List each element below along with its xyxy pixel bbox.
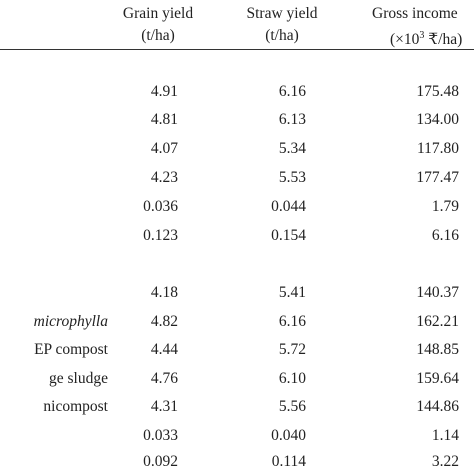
gross-cell: 148.85 xyxy=(416,341,459,358)
gross-cell: 117.80 xyxy=(416,140,459,157)
straw-cell: 5.53 xyxy=(278,169,306,186)
straw-cell: 0.044 xyxy=(271,198,306,215)
gross-cell: 177.47 xyxy=(416,169,459,186)
straw-cell: 5.72 xyxy=(278,341,306,358)
straw-cell: 5.34 xyxy=(278,140,306,157)
header-grain-unit: (t/ha) xyxy=(141,27,175,44)
gross-cell: 3.22 xyxy=(431,453,459,470)
header-gross-income: Gross income (×103 ₹/ha) xyxy=(372,3,474,51)
grain-cell: 4.82 xyxy=(150,313,178,330)
grain-cell: 0.092 xyxy=(143,453,178,470)
gross-cell: 1.14 xyxy=(431,427,459,444)
header-straw-yield: Straw yield (t/ha) xyxy=(232,3,332,47)
row-label: microphylla xyxy=(33,313,108,330)
straw-cell: 5.41 xyxy=(278,284,306,301)
straw-cell: 5.56 xyxy=(278,398,306,415)
straw-cell: 6.13 xyxy=(278,111,306,128)
gross-cell: 140.37 xyxy=(416,284,459,301)
row-label: EP compost xyxy=(34,341,108,358)
straw-cell: 0.114 xyxy=(271,453,306,470)
straw-cell: 0.154 xyxy=(271,227,306,244)
gross-cell: 175.48 xyxy=(416,83,459,100)
grain-cell: 4.18 xyxy=(150,284,178,301)
header-grain-yield: Grain yield (t/ha) xyxy=(108,3,208,47)
grain-cell: 0.033 xyxy=(143,427,178,444)
grain-cell: 4.44 xyxy=(150,341,178,358)
gross-cell: 134.00 xyxy=(416,111,459,128)
straw-cell: 6.10 xyxy=(278,370,306,387)
grain-cell: 4.23 xyxy=(150,169,178,186)
grain-cell: 0.036 xyxy=(143,198,178,215)
gross-cell: 1.79 xyxy=(431,198,459,215)
gross-unit-suffix: ₹/ha) xyxy=(424,31,463,49)
straw-cell: 6.16 xyxy=(278,83,306,100)
row-label: nicompost xyxy=(43,398,108,415)
gross-cell: 144.86 xyxy=(416,398,459,415)
straw-cell: 0.040 xyxy=(271,427,306,444)
gross-cell: 162.21 xyxy=(416,313,459,330)
straw-cell: 6.16 xyxy=(278,313,306,330)
header-gross-unit: (×103 ₹/ha) xyxy=(372,25,474,51)
header-rule xyxy=(0,49,474,50)
header-gross-title: Gross income xyxy=(372,5,458,22)
gross-cell: 6.16 xyxy=(431,227,459,244)
header-straw-unit: (t/ha) xyxy=(265,27,299,44)
grain-cell: 0.123 xyxy=(143,227,178,244)
grain-cell: 4.91 xyxy=(150,83,178,100)
grain-cell: 4.07 xyxy=(150,140,178,157)
header-grain-title: Grain yield xyxy=(122,5,194,22)
row-label: ge sludge xyxy=(49,370,108,387)
gross-unit-prefix: (×10 xyxy=(390,31,420,49)
gross-unit-exponent: 3 xyxy=(419,30,425,41)
grain-cell: 4.81 xyxy=(150,111,178,128)
gross-cell: 159.64 xyxy=(416,370,459,387)
grain-cell: 4.76 xyxy=(150,370,178,387)
header-straw-title: Straw yield xyxy=(246,5,318,22)
grain-cell: 4.31 xyxy=(150,398,178,415)
